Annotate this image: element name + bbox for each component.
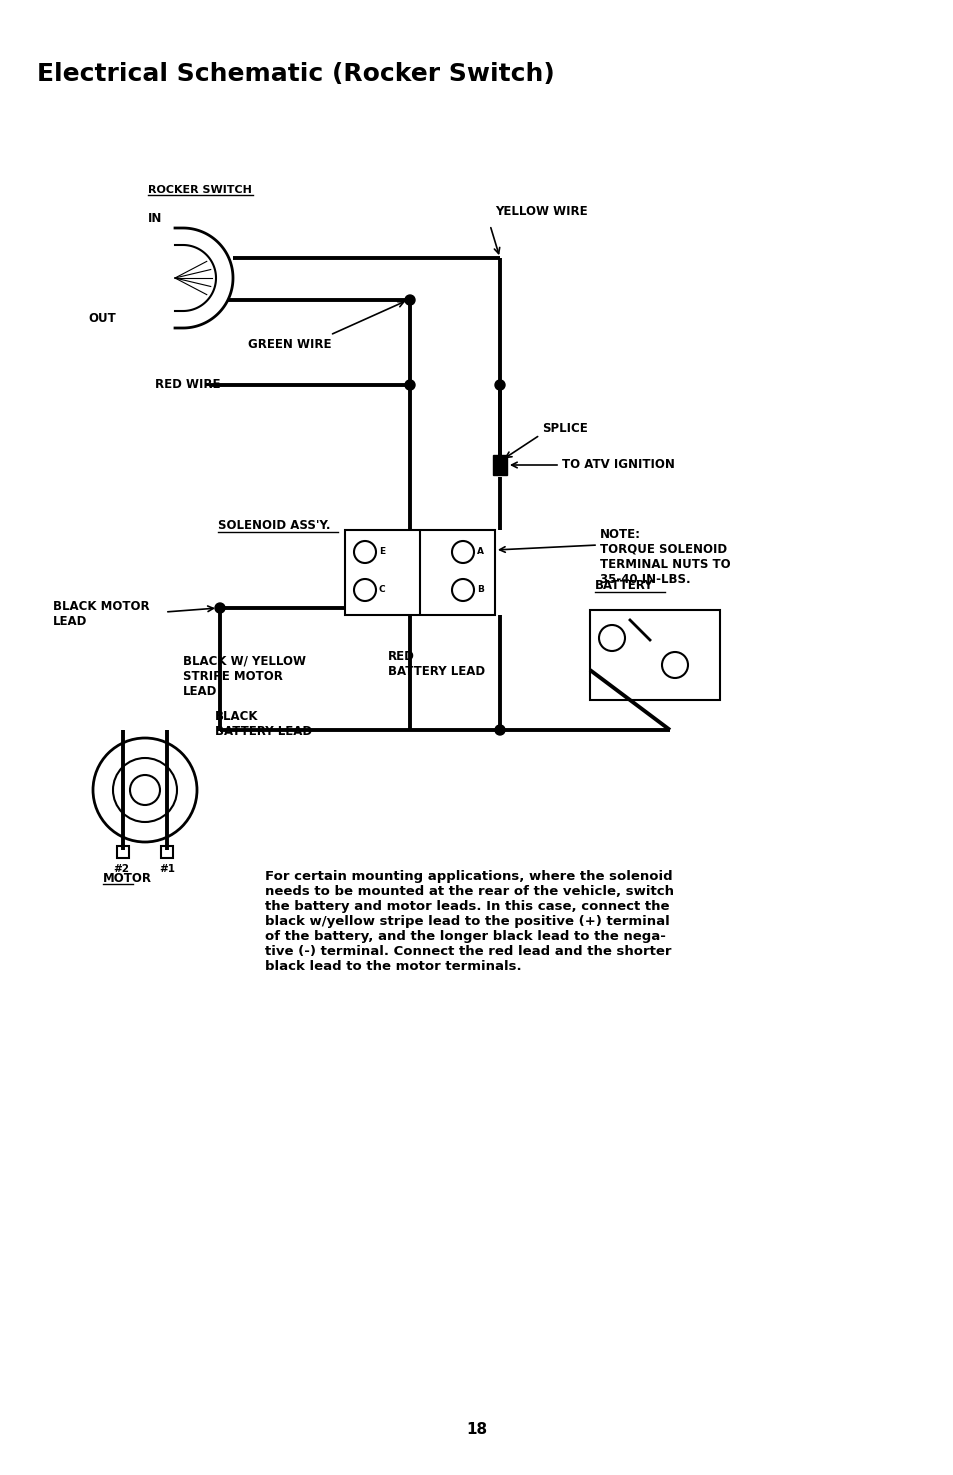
Circle shape (495, 381, 504, 389)
Bar (161, 847, 172, 858)
Text: B: B (476, 586, 483, 594)
Text: BLACK
BATTERY LEAD: BLACK BATTERY LEAD (214, 709, 312, 738)
Text: TO ATV IGNITION: TO ATV IGNITION (561, 459, 674, 472)
Text: BLACK W/ YELLOW
STRIPE MOTOR
LEAD: BLACK W/ YELLOW STRIPE MOTOR LEAD (183, 655, 306, 698)
Circle shape (495, 726, 504, 735)
Text: A: A (476, 547, 483, 556)
Bar (345, 530, 495, 615)
Circle shape (214, 603, 225, 614)
Text: GREEN WIRE: GREEN WIRE (248, 338, 331, 351)
Circle shape (405, 295, 415, 305)
Circle shape (405, 381, 415, 389)
Text: 18: 18 (466, 1422, 487, 1438)
Text: ROCKER SWITCH: ROCKER SWITCH (148, 184, 252, 195)
Bar (493, 454, 506, 475)
Text: SOLENOID ASS'Y.: SOLENOID ASS'Y. (218, 519, 330, 532)
Text: BLACK MOTOR
LEAD: BLACK MOTOR LEAD (53, 600, 150, 628)
Text: For certain mounting applications, where the solenoid
needs to be mounted at the: For certain mounting applications, where… (265, 870, 673, 974)
Text: YELLOW WIRE: YELLOW WIRE (495, 205, 587, 218)
Text: OUT: OUT (88, 311, 115, 324)
Text: SPLICE: SPLICE (541, 422, 587, 435)
Text: RED
BATTERY LEAD: RED BATTERY LEAD (388, 650, 485, 678)
Bar (117, 847, 129, 858)
Text: E: E (378, 547, 385, 556)
Bar (589, 611, 720, 701)
Text: #2: #2 (112, 864, 129, 875)
Text: Electrical Schematic (Rocker Switch): Electrical Schematic (Rocker Switch) (37, 62, 554, 86)
Text: IN: IN (148, 211, 162, 224)
Text: MOTOR: MOTOR (103, 872, 152, 885)
Text: BATTERY: BATTERY (595, 580, 653, 591)
Text: #1: #1 (159, 864, 174, 875)
Text: RED WIRE: RED WIRE (154, 379, 220, 391)
Text: NOTE:
TORQUE SOLENOID
TERMINAL NUTS TO
35-40 IN-LBS.: NOTE: TORQUE SOLENOID TERMINAL NUTS TO 3… (599, 528, 730, 586)
Text: C: C (378, 586, 385, 594)
